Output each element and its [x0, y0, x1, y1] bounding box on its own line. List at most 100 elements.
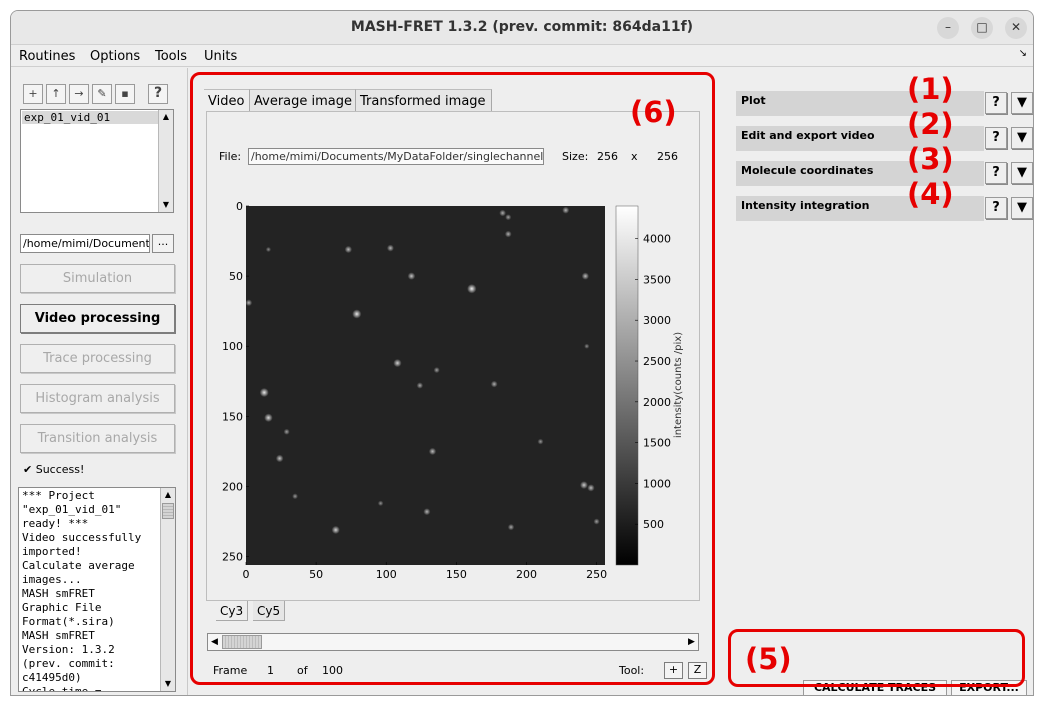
- menu-tools[interactable]: Tools: [155, 49, 188, 64]
- tab-video[interactable]: Video: [204, 89, 250, 113]
- spot-1: [386, 244, 394, 252]
- annotation-box-actions: [728, 629, 1025, 687]
- spot-24: [377, 500, 384, 507]
- y-tick-label: 50: [229, 270, 243, 283]
- tab-transformed-image[interactable]: Transformed image: [356, 89, 492, 113]
- panel-divider[interactable]: [187, 68, 188, 695]
- spot-2: [499, 209, 506, 217]
- transition-analysis-button[interactable]: Transition analysis: [20, 424, 175, 453]
- maximize-button[interactable]: □: [971, 17, 993, 39]
- video-panel: Video Average image Transformed image Fi…: [189, 69, 721, 695]
- tab-average-image[interactable]: Average image: [250, 89, 356, 113]
- tool-label: Tool:: [619, 664, 645, 677]
- browse-button[interactable]: ...: [152, 234, 174, 253]
- frame-total: 100: [322, 664, 343, 677]
- window-title: MASH-FRET 1.3.2 (prev. commit: 864da11f): [350, 19, 694, 35]
- x-tick-label: 250: [586, 568, 607, 581]
- spot-27: [507, 523, 515, 531]
- open-project-icon[interactable]: ↑: [46, 84, 66, 104]
- spot-12: [433, 367, 440, 374]
- help-icon[interactable]: ?: [148, 84, 168, 104]
- dropdown-button[interactable]: ▼: [1011, 92, 1033, 114]
- menu-routines[interactable]: Routines: [19, 49, 76, 64]
- status-text: ✔ Success!: [23, 463, 85, 476]
- spot-22: [587, 484, 595, 492]
- section-molecule-coordinates[interactable]: Molecule coordinates: [736, 161, 984, 186]
- annotation-label-4: (4): [907, 177, 954, 211]
- y-tick-label: 100: [222, 340, 243, 353]
- tool-target-button[interactable]: +: [664, 662, 683, 679]
- scroll-down-icon[interactable]: ▼: [164, 679, 172, 688]
- file-path-field[interactable]: /home/mimi/Documents/MyDataFolder/single…: [248, 148, 544, 165]
- new-project-icon[interactable]: +: [23, 84, 43, 104]
- section-edit-export-video[interactable]: Edit and export video: [736, 126, 984, 151]
- annotation-label-5: (5): [745, 642, 792, 676]
- edit-icon[interactable]: ✎: [92, 84, 112, 104]
- spot-19: [537, 438, 544, 445]
- log-scroll-thumb[interactable]: [162, 503, 174, 519]
- minimize-button[interactable]: –: [937, 17, 959, 39]
- video-frame-plot[interactable]: 0 50 100 150 200 250 0 50 100 150 200 250 4000 3500…: [189, 69, 721, 629]
- colorbar-ticks: 4000 3500 3000 2500 2000 1500 1000 500: [635, 233, 671, 531]
- spot-11: [393, 358, 402, 368]
- tool-zoom-button[interactable]: Z: [688, 662, 707, 679]
- log-panel[interactable]: *** Project "exp_01_vid_01" ready! *** V…: [18, 487, 176, 692]
- trace-processing-button[interactable]: Trace processing: [20, 344, 175, 373]
- scroll-left-icon[interactable]: ◀: [211, 637, 218, 647]
- image-area[interactable]: [246, 206, 605, 565]
- scroll-up-icon[interactable]: ▲: [164, 490, 172, 499]
- help-button[interactable]: ?: [985, 197, 1007, 219]
- section-edit-export-label: Edit and export video: [741, 129, 875, 142]
- annotation-label-3: (3): [907, 142, 954, 176]
- histogram-analysis-button[interactable]: Histogram analysis: [20, 384, 175, 413]
- spot-16: [264, 413, 273, 423]
- spot-10: [352, 309, 362, 319]
- help-button[interactable]: ?: [985, 162, 1007, 184]
- spots-layer: [245, 206, 600, 535]
- left-panel: + ↑ → ✎ ▪ ? exp_01_vid_01 ▲ ▼ /home/mimi…: [11, 68, 187, 695]
- save-icon[interactable]: ▪: [115, 84, 135, 104]
- project-list-item[interactable]: exp_01_vid_01: [22, 111, 158, 124]
- colorbar-tick-label: 4000: [643, 233, 671, 246]
- help-button[interactable]: ?: [985, 127, 1007, 149]
- log-scrollbar[interactable]: ▲ ▼: [160, 488, 175, 691]
- scroll-right-icon[interactable]: ▶: [688, 637, 695, 647]
- section-plot-label: Plot: [741, 94, 766, 107]
- frame-slider[interactable]: ◀ ▶: [207, 633, 699, 651]
- project-list-scrollbar[interactable]: ▲ ▼: [158, 110, 173, 212]
- menu-options[interactable]: Options: [90, 49, 141, 64]
- app-window: MASH-FRET 1.3.2 (prev. commit: 864da11f)…: [10, 10, 1034, 696]
- spot-13: [416, 382, 424, 389]
- of-label: of: [297, 664, 308, 677]
- help-button[interactable]: ?: [985, 92, 1007, 114]
- x-tick-label: 0: [243, 568, 250, 581]
- section-intensity-integration[interactable]: Intensity integration: [736, 196, 984, 221]
- root-folder-field[interactable]: /home/mimi/Documents/MyDataFolder: [20, 234, 150, 253]
- video-processing-button[interactable]: Video processing: [20, 304, 175, 333]
- scroll-down-icon[interactable]: ▼: [162, 200, 170, 209]
- y-tick-label: 200: [222, 480, 243, 493]
- section-plot[interactable]: Plot: [736, 91, 984, 116]
- tab-cy3[interactable]: Cy3: [216, 601, 249, 621]
- menu-units[interactable]: Units: [204, 49, 238, 64]
- x-tick-label: 50: [309, 568, 323, 581]
- spot-8: [581, 272, 590, 280]
- close-button[interactable]: ✕: [1005, 17, 1027, 39]
- tab-cy5[interactable]: Cy5: [253, 601, 286, 621]
- spot-28: [593, 518, 600, 525]
- title-bar[interactable]: MASH-FRET 1.3.2 (prev. commit: 864da11f)…: [11, 11, 1033, 45]
- spot-0: [344, 245, 353, 254]
- scroll-up-icon[interactable]: ▲: [162, 112, 170, 121]
- project-list[interactable]: exp_01_vid_01 ▲ ▼: [20, 109, 174, 213]
- spot-3: [505, 214, 512, 221]
- spot-7: [467, 284, 477, 294]
- dropdown-button[interactable]: ▼: [1011, 127, 1033, 149]
- import-icon[interactable]: →: [69, 84, 89, 104]
- simulation-button[interactable]: Simulation: [20, 264, 175, 293]
- dropdown-button[interactable]: ▼: [1011, 197, 1033, 219]
- dropdown-button[interactable]: ▼: [1011, 162, 1033, 184]
- size-width: 256: [597, 150, 618, 163]
- undock-icon[interactable]: ↘: [1018, 48, 1027, 59]
- frame-slider-thumb[interactable]: [222, 635, 262, 649]
- y-tick-label: 0: [236, 200, 243, 213]
